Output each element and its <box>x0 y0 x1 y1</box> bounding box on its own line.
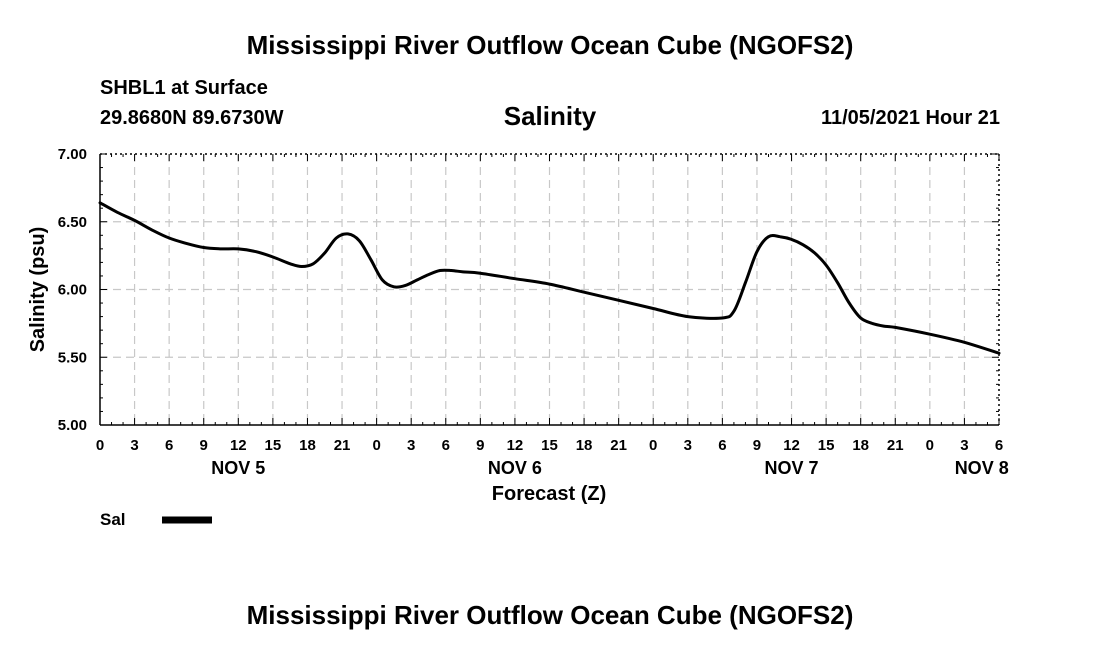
chart-axes <box>99 153 1000 426</box>
x-tick-label: 6 <box>995 437 1003 454</box>
y-axis-title: Salinity (psu) <box>27 227 49 353</box>
date-label: NOV 5 <box>211 458 265 478</box>
date-label: NOV 7 <box>765 458 819 478</box>
series-line-sal <box>98 201 1001 355</box>
grid-lines <box>100 154 999 425</box>
x-tick-label: 15 <box>541 437 558 454</box>
y-tick-label: 7.00 <box>58 146 87 163</box>
x-axis-title: Forecast (Z) <box>492 483 606 505</box>
x-tick-label: 6 <box>442 437 450 454</box>
x-tick-label: 3 <box>130 437 138 454</box>
y-tick-label: 6.00 <box>58 282 87 299</box>
x-tick-label: 21 <box>610 437 627 454</box>
x-tick-label: 0 <box>96 437 104 454</box>
x-tick-label: 18 <box>299 437 316 454</box>
x-tick-label: 6 <box>718 437 726 454</box>
station-name: SHBL1 at Surface <box>100 77 268 99</box>
x-tick-label: 12 <box>230 437 247 454</box>
series-layer <box>98 201 1001 355</box>
x-tick-label: 3 <box>960 437 968 454</box>
station-coordinates: 29.8680N 89.6730W <box>100 107 284 129</box>
x-tick-label: 15 <box>265 437 282 454</box>
x-tick-label: 6 <box>165 437 173 454</box>
bottom-title: Mississippi River Outflow Ocean Cube (NG… <box>246 600 854 630</box>
chart-main-title: Mississippi River Outflow Ocean Cube (NG… <box>246 30 854 60</box>
forecast-datetime: 11/05/2021 Hour 21 <box>820 107 1000 129</box>
y-tick-label: 6.50 <box>58 214 87 231</box>
legend: Sal <box>100 510 212 529</box>
date-label: NOV 6 <box>488 458 542 478</box>
y-tick-label: 5.50 <box>58 349 87 366</box>
x-tick-label: 0 <box>926 437 934 454</box>
x-tick-label: 3 <box>684 437 692 454</box>
x-tick-label: 18 <box>852 437 869 454</box>
x-tick-label: 12 <box>507 437 524 454</box>
date-label: NOV 8 <box>955 458 1009 478</box>
x-tick-label: 9 <box>200 437 208 454</box>
x-tick-label: 3 <box>407 437 415 454</box>
parameter-title: Salinity <box>503 101 597 131</box>
x-tick-label: 9 <box>476 437 484 454</box>
x-tick-label: 12 <box>783 437 800 454</box>
x-tick-label: 18 <box>576 437 593 454</box>
axis-labels: 0 3 6 9 12 15 18 21 0 3 6 9 12 15 18 21 0 3 6 9 12 15 18 21 0 3 6 5… <box>27 146 1009 505</box>
x-tick-label: 21 <box>334 437 351 454</box>
x-tick-label: 15 <box>818 437 835 454</box>
y-tick-label: 5.00 <box>58 417 87 434</box>
x-tick-label: 0 <box>649 437 657 454</box>
x-tick-label: 0 <box>372 437 380 454</box>
x-tick-label: 21 <box>887 437 904 454</box>
x-tick-label: 9 <box>753 437 761 454</box>
legend-label: Sal <box>100 510 126 529</box>
